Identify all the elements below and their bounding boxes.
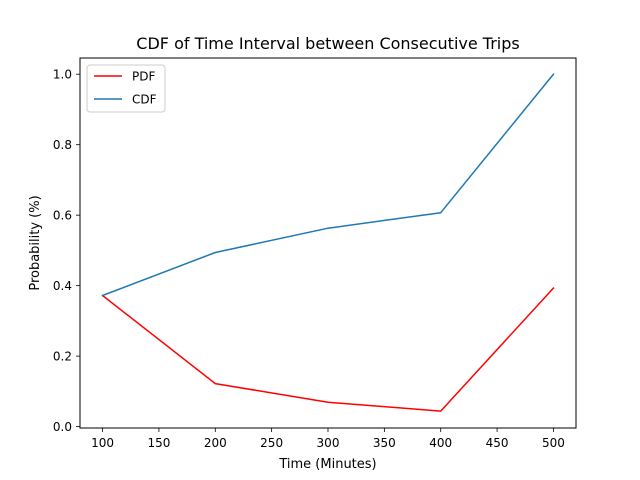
x-tick-label: 450 [486,436,509,450]
x-tick-label: 250 [260,436,283,450]
x-axis: 100 150 200 250 300 350 400 450 500 [91,428,565,450]
legend-label-cdf: CDF [132,93,157,107]
x-tick-label: 300 [317,436,340,450]
y-tick-label: 0.8 [53,138,72,152]
legend-label-pdf: PDF [132,70,155,84]
x-tick-label: 100 [91,436,114,450]
y-tick-label: 1.0 [53,68,72,82]
x-axis-label: Time (Minutes) [278,457,376,472]
y-axis-label: Probability (%) [28,195,43,290]
x-tick-label: 350 [373,436,396,450]
y-axis: 0.0 0.2 0.4 0.6 0.8 1.0 [53,68,80,434]
legend: PDF CDF [86,64,166,113]
series-lines [101,73,555,412]
y-tick-label: 0.0 [53,420,72,434]
x-tick-label: 500 [542,436,565,450]
chart-title: CDF of Time Interval between Consecutive… [136,34,519,53]
series-line-pdf [101,287,555,412]
plot-frame [79,57,577,429]
y-tick-label: 0.4 [53,279,72,293]
x-tick-label: 400 [429,436,452,450]
series-line-cdf [101,73,555,297]
x-tick-label: 200 [204,436,227,450]
x-tick-label: 150 [147,436,170,450]
y-tick-label: 0.6 [53,209,72,223]
y-tick-label: 0.2 [53,350,72,364]
